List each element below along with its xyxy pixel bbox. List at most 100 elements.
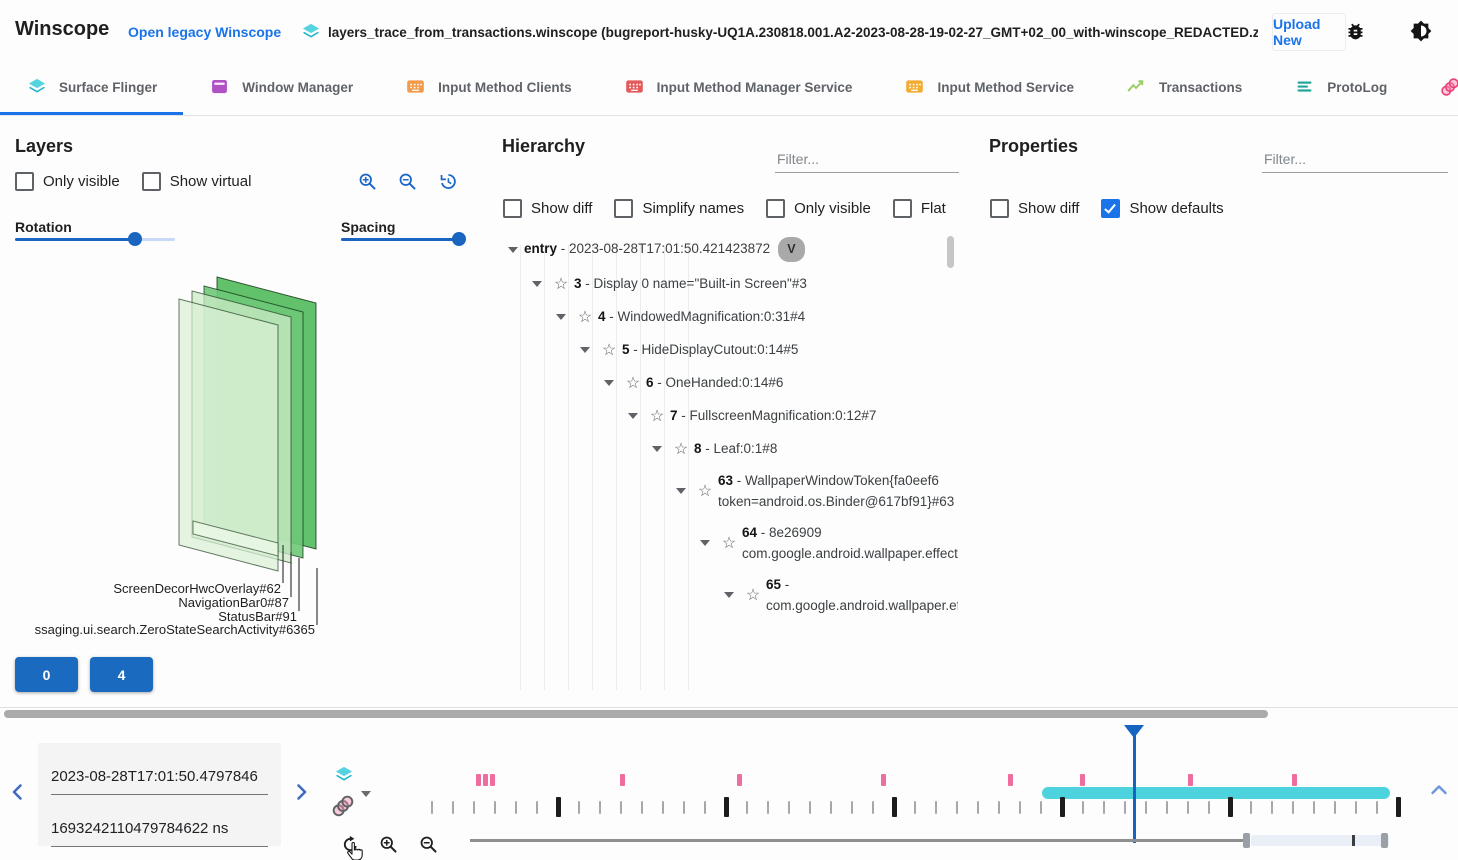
human-time-input[interactable] [51, 768, 268, 794]
tab-window-manager[interactable]: Window Manager [183, 62, 379, 115]
expand-arrow-icon[interactable] [718, 587, 740, 603]
legacy-winscope-link[interactable]: Open legacy Winscope [128, 24, 282, 40]
checkbox-flat[interactable]: Flat [892, 199, 946, 218]
checkbox-box[interactable] [892, 199, 912, 218]
tab-tra[interactable]: Tra [1413, 62, 1458, 115]
expand-arrow-icon[interactable] [574, 342, 596, 358]
pin-star-icon[interactable]: ☆ [721, 535, 737, 552]
checkbox-only-visible[interactable]: Only visible [766, 199, 871, 218]
checkbox-show-diff[interactable]: Show diff [990, 199, 1079, 218]
expand-arrow-icon[interactable] [598, 375, 620, 391]
tree-node-entry[interactable]: entry - 2023-08-28T17:01:50.421423872 V [486, 232, 958, 267]
checkbox-show-virtual[interactable]: Show virtual [141, 172, 251, 191]
tree-node-7[interactable]: ☆ 7 - FullscreenMagnification:0:12#7 [486, 399, 958, 432]
zoom-in-icon[interactable] [357, 171, 378, 192]
checkbox-show-diff[interactable]: Show diff [503, 199, 592, 218]
trace-event-marker[interactable] [1188, 774, 1193, 786]
expand-arrow-icon[interactable] [694, 535, 716, 551]
timeline-minor-tick [1376, 801, 1378, 814]
timeline-cursor-line[interactable] [1133, 725, 1136, 843]
checkbox-box[interactable] [766, 199, 786, 218]
checkbox-box[interactable] [990, 199, 1009, 218]
tab-transactions[interactable]: Transactions [1100, 62, 1268, 115]
reset-view-icon[interactable] [437, 171, 458, 192]
range-handle-right[interactable] [1381, 833, 1388, 848]
expand-arrow-icon[interactable] [502, 242, 524, 258]
tab-label: Input Method Clients [438, 79, 572, 95]
timeline-zoom-in-icon[interactable] [378, 834, 399, 855]
panel-resize-handle[interactable] [4, 710, 1268, 718]
checkbox-box[interactable] [1101, 199, 1121, 218]
tree-node-5[interactable]: ☆ 5 - HideDisplayCutout:0:14#5 [486, 333, 958, 366]
expand-arrow-icon[interactable] [670, 483, 692, 499]
tab-surface-flinger[interactable]: Surface Flinger [0, 62, 184, 115]
expand-arrow-icon[interactable] [526, 276, 548, 292]
pin-star-icon[interactable]: ☆ [745, 587, 761, 604]
checkbox-box[interactable] [141, 172, 161, 191]
chevron-right-icon[interactable] [289, 780, 313, 804]
timeline-zoom-out-icon[interactable] [418, 834, 439, 855]
pin-star-icon[interactable]: ☆ [673, 440, 689, 458]
zoom-out-icon[interactable] [397, 171, 418, 192]
checkbox-box[interactable] [15, 172, 34, 191]
tree-node-8[interactable]: ☆ 8 - Leaf:0:1#8 [486, 432, 958, 465]
rotation-slider-thumb[interactable] [128, 232, 142, 246]
timeline-selection-bar[interactable] [1042, 787, 1390, 799]
pin-star-icon[interactable]: ☆ [553, 275, 569, 293]
display-button-4[interactable]: 4 [90, 657, 153, 692]
layers-3d-view[interactable] [0, 115, 486, 707]
transitions-trace-icon[interactable] [330, 793, 356, 819]
trace-event-marker[interactable] [1080, 774, 1085, 786]
pin-star-icon[interactable]: ☆ [601, 341, 617, 359]
trace-event-marker[interactable] [881, 774, 886, 786]
rotation-slider[interactable] [15, 232, 175, 246]
checkbox-simplify-names[interactable]: Simplify names [614, 199, 744, 218]
checkbox-box[interactable] [503, 199, 522, 218]
expand-arrow-icon[interactable] [646, 441, 668, 457]
chevron-up-icon[interactable] [1427, 778, 1451, 802]
expand-arrow-icon[interactable] [622, 408, 644, 424]
range-handle-left[interactable] [1243, 833, 1250, 848]
tab-input-method-clients[interactable]: Input Method Clients [379, 62, 597, 115]
trace-event-marker[interactable] [737, 774, 742, 786]
checkbox-only-visible[interactable]: Only visible [15, 172, 120, 191]
trace-event-marker[interactable] [483, 774, 488, 786]
hierarchy-scrollbar[interactable] [947, 236, 954, 268]
chevron-left-icon[interactable] [6, 780, 30, 804]
tree-node-3[interactable]: ☆ 3 - Display 0 name="Built-in Screen"#3 [486, 267, 958, 300]
ns-time-input[interactable] [51, 820, 268, 846]
pin-star-icon[interactable]: ☆ [697, 483, 713, 500]
trace-event-marker[interactable] [490, 774, 495, 786]
tab-input-method-manager-service[interactable]: Input Method Manager Service [598, 62, 879, 115]
tree-node-4[interactable]: ☆ 4 - WindowedMagnification:0:31#4 [486, 300, 958, 333]
hierarchy-filter-input[interactable] [775, 146, 959, 173]
range-window[interactable] [1251, 835, 1389, 846]
properties-filter-input[interactable] [1262, 146, 1448, 173]
trace-dropdown-caret-icon[interactable] [361, 791, 371, 802]
trace-event-marker[interactable] [476, 774, 481, 786]
trace-event-marker[interactable] [1008, 774, 1013, 786]
display-button-0[interactable]: 0 [15, 657, 78, 692]
pin-star-icon[interactable]: ☆ [625, 374, 641, 392]
refresh-icon[interactable] [340, 834, 361, 855]
tree-node-64[interactable]: ☆ 64 - 8e26909 com.google.android.wallpap… [486, 517, 958, 569]
expand-arrow-icon[interactable] [550, 309, 572, 325]
checkbox-show-defaults[interactable]: Show defaults [1101, 199, 1224, 218]
timeline-scroll-track[interactable] [470, 839, 1246, 842]
tree-node-65[interactable]: ☆ 65 - com.google.android.wallpaper.effec… [486, 569, 958, 621]
trace-event-marker[interactable] [1292, 774, 1297, 786]
surface-flinger-trace-icon[interactable] [333, 764, 355, 786]
pin-star-icon[interactable]: ☆ [649, 407, 665, 425]
upload-new-button[interactable]: Upload New [1272, 13, 1346, 51]
spacing-slider[interactable] [341, 232, 466, 246]
tree-node-6[interactable]: ☆ 6 - OneHanded:0:14#6 [486, 366, 958, 399]
dark-mode-icon[interactable] [1410, 20, 1432, 42]
spacing-slider-thumb[interactable] [452, 232, 466, 246]
tab-protolog[interactable]: ProtoLog [1268, 62, 1413, 115]
tree-node-63[interactable]: ☆ 63 - WallpaperWindowToken{fa0eef6 token… [486, 465, 958, 517]
bug-report-icon[interactable] [1345, 21, 1367, 43]
tab-input-method-service[interactable]: Input Method Service [878, 62, 1100, 115]
pin-star-icon[interactable]: ☆ [577, 308, 593, 326]
checkbox-box[interactable] [614, 199, 634, 218]
trace-event-marker[interactable] [620, 774, 625, 786]
